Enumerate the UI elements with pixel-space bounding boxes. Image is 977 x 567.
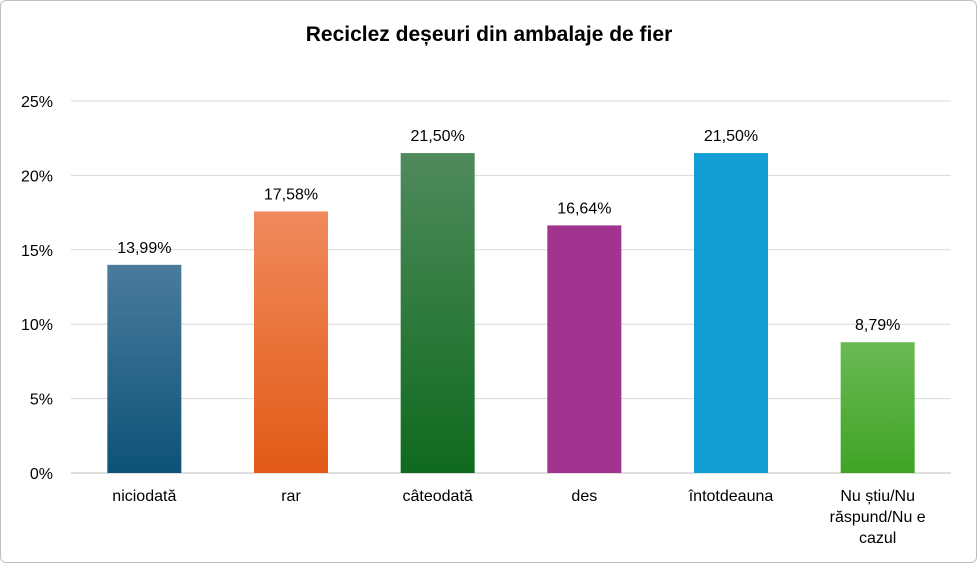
data-labels: 13,99% 17,58% 21,50% 16,64% 21,50% 8,79% bbox=[117, 128, 900, 334]
data-label: 17,58% bbox=[264, 186, 318, 203]
data-label: 8,79% bbox=[855, 317, 900, 334]
data-label: 21,50% bbox=[411, 128, 465, 145]
x-tick-label: câteodată bbox=[403, 488, 473, 505]
y-tick-label: 15% bbox=[21, 243, 53, 260]
y-axis-tick-labels: 0% 5% 10% 15% 20% 25% bbox=[21, 94, 53, 483]
bar-1 bbox=[107, 264, 182, 473]
data-label: 16,64% bbox=[557, 200, 611, 217]
data-label: 21,50% bbox=[704, 128, 758, 145]
y-tick-label: 10% bbox=[21, 317, 53, 334]
y-tick-label: 0% bbox=[30, 466, 53, 483]
bar-2 bbox=[254, 211, 328, 473]
y-tick-label: 25% bbox=[21, 94, 53, 111]
gridlines bbox=[71, 100, 951, 474]
data-label: 13,99% bbox=[117, 240, 171, 257]
bar-6 bbox=[840, 342, 915, 473]
x-tick-label: rar bbox=[281, 488, 301, 505]
y-tick-label: 20% bbox=[21, 168, 53, 185]
chart-title: Reciclez deșeuri din ambalaje de fier bbox=[306, 23, 673, 46]
x-axis-tick-labels: niciodată rar câteodată des întotdeauna Nu șt… bbox=[112, 488, 925, 547]
x-tick-label: des bbox=[571, 488, 597, 505]
y-tick-label: 5% bbox=[30, 392, 53, 409]
x-tick-label: întotdeauna bbox=[688, 488, 774, 505]
bar-3 bbox=[400, 153, 475, 473]
bars bbox=[107, 153, 915, 473]
bar-4 bbox=[547, 225, 622, 473]
x-tick-label: niciodată bbox=[112, 488, 176, 505]
bar-5 bbox=[694, 153, 768, 473]
x-tick-label: Nu știu/Nu răspund/Nu e cazul bbox=[830, 488, 926, 547]
